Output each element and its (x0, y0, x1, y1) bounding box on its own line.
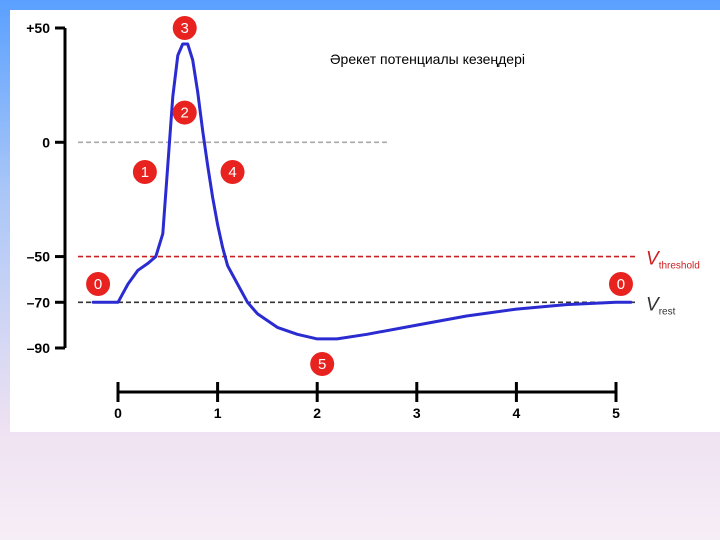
phase-marker-label-4: 0 (94, 276, 102, 293)
x-tick-label-1: 1 (214, 405, 222, 421)
phase-marker-label-1: 2 (181, 105, 189, 122)
y-tick-label-2: –50 (27, 249, 51, 265)
y-tick-label-4: –90 (27, 340, 51, 356)
x-tick-label-5: 5 (612, 405, 620, 421)
slide-panel: 3 2 1 4 0 0 5 Vthreshold Vrest +50 0 –50 –70 –90 0 1 2 3… (10, 10, 720, 432)
y-tick-label-1: 0 (42, 134, 50, 150)
y-tick-label-3: –70 (27, 294, 51, 310)
phase-marker-label-2: 1 (141, 164, 149, 181)
phase-marker-label-0: 3 (181, 20, 189, 37)
action-potential-chart: 3 2 1 4 0 0 5 Vthreshold Vrest +50 0 –50 –70 –90 0 1 2 3… (26, 16, 700, 421)
phase-marker-1 (172, 100, 197, 125)
x-tick-label-2: 2 (313, 405, 321, 421)
phase-marker-label-3: 4 (228, 164, 236, 181)
phase-marker-2 (132, 160, 157, 184)
x-tick-label-0: 0 (114, 405, 122, 421)
x-tick-label-4: 4 (513, 405, 521, 421)
reference-label-2: Vrest (646, 294, 676, 317)
phase-marker-label-6: 5 (318, 356, 326, 373)
chart-title: Әрекет потенциалы кезеңдері (330, 51, 525, 67)
reference-label-1: Vthreshold (646, 249, 700, 272)
phase-marker-5 (608, 272, 633, 296)
x-tick-label-3: 3 (413, 405, 421, 421)
phase-marker-label-5: 0 (617, 276, 625, 293)
phase-marker-6 (310, 352, 335, 376)
phase-marker-3 (220, 160, 245, 184)
y-tick-label-0: +50 (26, 20, 50, 36)
phase-marker-0 (172, 16, 197, 40)
phase-marker-4 (86, 272, 111, 296)
series-line-0 (91, 42, 633, 341)
